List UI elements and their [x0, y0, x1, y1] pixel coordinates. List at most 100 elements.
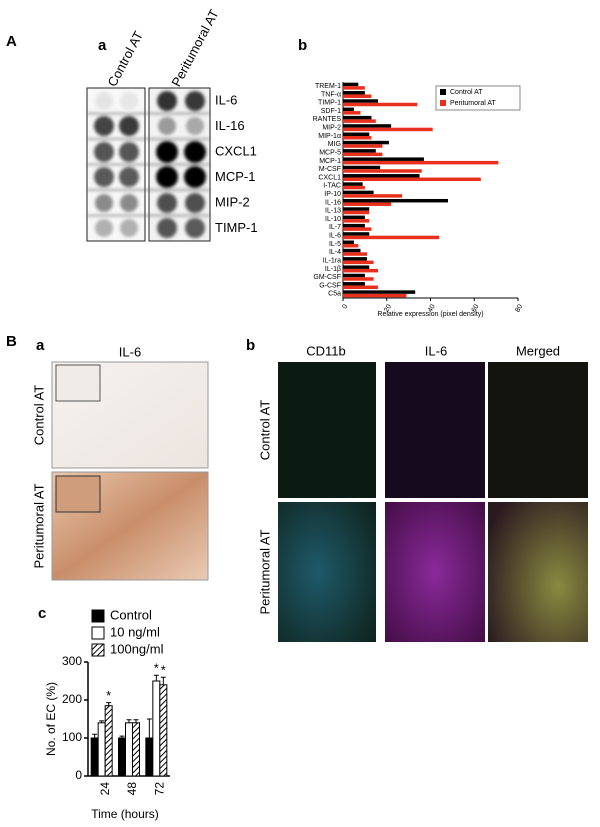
y-tick-label: 200: [62, 692, 82, 706]
x-tick-label: 48: [125, 782, 139, 796]
bar: [343, 210, 370, 215]
bar: [343, 157, 424, 161]
bar: [343, 265, 370, 269]
y-tick-label: MCP-5: [319, 149, 341, 156]
bar: [343, 111, 361, 115]
column-label: CD11b: [306, 343, 346, 358]
bar: [343, 132, 370, 136]
bar: [343, 198, 448, 203]
blot-dots: [87, 91, 210, 238]
micrograph: [385, 362, 485, 498]
y-tick-label: TREM-1: [315, 83, 341, 90]
bar: [343, 290, 416, 294]
panel-label: b: [246, 337, 255, 354]
y-tick-label: G-CSF: [319, 282, 341, 289]
panel-label: a: [36, 337, 45, 354]
y-tick-label: 100: [62, 730, 82, 744]
row-label: CXCL1: [215, 143, 257, 158]
error-bar: [106, 702, 112, 706]
bar: [343, 90, 365, 95]
bar: [343, 124, 392, 128]
bar: [343, 244, 359, 248]
bar: [343, 169, 422, 173]
row-label: Peritumoral AT: [31, 483, 46, 568]
y-tick-label: 300: [62, 654, 82, 668]
column-label: Control AT: [104, 29, 146, 89]
inset: [55, 364, 101, 402]
bar: [132, 722, 140, 777]
bar: [159, 684, 168, 777]
error-bar: [126, 719, 132, 723]
bar: [145, 737, 154, 777]
y-tick-label: IL-10: [325, 216, 341, 223]
bar: [343, 293, 407, 298]
y-tick-label: IP-10: [324, 191, 341, 198]
bar: [343, 107, 354, 112]
bar: [343, 99, 378, 103]
legend-swatch: [91, 643, 105, 657]
bar: [343, 102, 418, 107]
y-tick-label: MCP-1: [319, 158, 341, 165]
y-tick-label: SDF-1: [321, 108, 341, 115]
bar: [343, 257, 368, 261]
bar: [343, 149, 376, 153]
error-bar: [153, 674, 159, 681]
bar: [343, 223, 365, 228]
y-tick-label: IL-1β: [325, 266, 341, 273]
legend-label: Control: [110, 607, 152, 622]
y-tick-label: MIP-1α: [318, 133, 341, 140]
row-label: IL-16: [215, 118, 245, 133]
bar: [343, 215, 365, 220]
column-label: Merged: [516, 343, 560, 358]
error-bar: [99, 720, 105, 723]
error-bar: [119, 735, 125, 738]
bar: [343, 268, 378, 273]
row-label: MCP-1: [215, 169, 255, 184]
bar: [97, 722, 106, 777]
bar: [343, 86, 365, 90]
bar: [343, 165, 381, 170]
error-bar: [146, 718, 152, 738]
bar: [343, 160, 499, 165]
bar: [343, 282, 365, 286]
y-tick-label: IL-4: [329, 249, 341, 256]
y-tick-label: IL-7: [329, 224, 341, 231]
bar: [343, 232, 370, 236]
bar: [343, 94, 372, 98]
panel-label: B: [6, 333, 17, 350]
row-label: TIMP-1: [215, 220, 258, 235]
bar: [343, 285, 378, 290]
bar: [125, 722, 133, 777]
y-tick-label: M-CSF: [319, 166, 341, 173]
column-label: Peritumoral AT: [168, 7, 221, 89]
micrograph: [488, 362, 588, 498]
x-tick-label: 0: [341, 303, 349, 310]
bar: [343, 144, 383, 148]
bar: [343, 182, 363, 186]
x-tick-label: 80: [514, 303, 524, 313]
row-label: IL-6: [215, 92, 237, 107]
bar: [343, 115, 372, 120]
legend-label: 10 ng/ml: [110, 624, 160, 639]
significance-mark: *: [106, 688, 111, 703]
legend-label: 100ng/ml: [110, 641, 164, 656]
bar: [343, 194, 403, 198]
micrograph: [385, 502, 485, 642]
legend-box: [435, 85, 521, 111]
row-label: MIP-2: [215, 194, 250, 209]
error-bar: [160, 676, 166, 685]
legend-swatch: [440, 89, 446, 95]
bar: [152, 680, 161, 777]
panel-label: b: [298, 37, 307, 54]
x-tick-label: 72: [153, 782, 167, 796]
y-tick-label: MIG: [328, 141, 341, 148]
row-label: Peritumoral AT: [257, 529, 272, 614]
bar: [343, 277, 374, 281]
y-tick-label: IL-16: [325, 199, 341, 206]
bar: [343, 207, 370, 211]
error-bar: [133, 719, 139, 723]
y-tick-label: C5a: [328, 291, 341, 298]
bar: [343, 248, 361, 253]
bar: [343, 235, 440, 240]
legend-label: Peritumoral AT: [450, 100, 496, 107]
